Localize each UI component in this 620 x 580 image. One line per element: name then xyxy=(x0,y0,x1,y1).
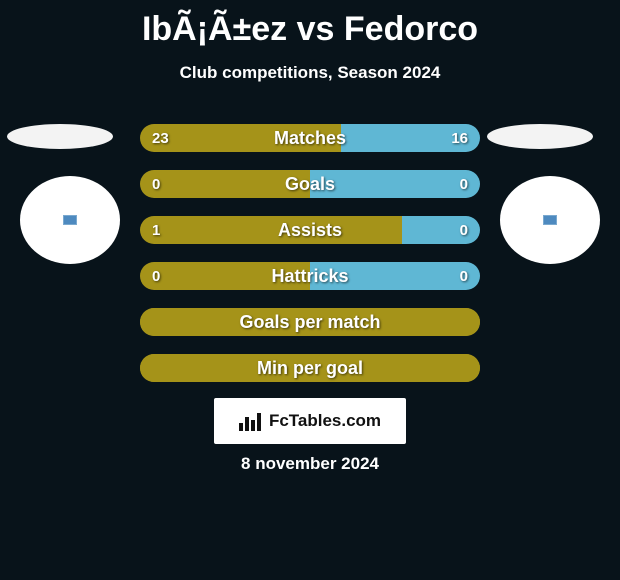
stat-value-left: 0 xyxy=(152,170,160,198)
brand-box[interactable]: FcTables.com xyxy=(214,398,406,444)
player2-badge-icon xyxy=(541,213,559,227)
stat-row: 10Assists xyxy=(140,216,480,244)
player1-badge-icon xyxy=(61,213,79,227)
stat-value-left: 1 xyxy=(152,216,160,244)
subtitle: Club competitions, Season 2024 xyxy=(0,63,620,83)
stat-row: 2316Matches xyxy=(140,124,480,152)
player2-small-ellipse xyxy=(487,124,593,149)
stat-row: Min per goal xyxy=(140,354,480,382)
stat-value-right: 0 xyxy=(460,170,468,198)
stat-bar-right xyxy=(402,216,480,244)
stat-value-right: 16 xyxy=(451,124,468,152)
stat-bar-left xyxy=(140,170,310,198)
stat-bar-left xyxy=(140,124,341,152)
player1-avatar-circle xyxy=(20,176,120,264)
player1-small-ellipse xyxy=(7,124,113,149)
brand-text: FcTables.com xyxy=(269,411,381,431)
stat-value-right: 0 xyxy=(460,216,468,244)
stat-bar-left xyxy=(140,354,480,382)
stat-bar-left xyxy=(140,216,402,244)
stat-value-left: 23 xyxy=(152,124,169,152)
stat-bar-left xyxy=(140,262,310,290)
stat-bar-left xyxy=(140,308,480,336)
stats-area: 2316Matches00Goals10Assists00HattricksGo… xyxy=(140,124,480,400)
stat-row: 00Goals xyxy=(140,170,480,198)
player2-avatar-circle xyxy=(500,176,600,264)
stat-bar-right xyxy=(310,170,480,198)
stat-bar-right xyxy=(310,262,480,290)
page-title: IbÃ¡Ã±ez vs Fedorco xyxy=(0,0,620,49)
stat-row: Goals per match xyxy=(140,308,480,336)
stat-value-left: 0 xyxy=(152,262,160,290)
footer-date: 8 november 2024 xyxy=(0,454,620,474)
stat-value-right: 0 xyxy=(460,262,468,290)
stat-row: 00Hattricks xyxy=(140,262,480,290)
brand-bars-icon xyxy=(239,411,263,431)
